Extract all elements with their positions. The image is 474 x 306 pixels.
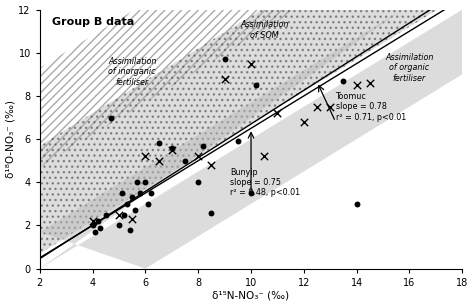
Point [118,191,126,196]
Point [300,119,308,124]
Point [247,191,255,196]
Point [142,180,149,185]
Point [273,111,281,116]
Point [168,147,175,152]
X-axis label: δ¹⁵N-NO₃⁻ (‰): δ¹⁵N-NO₃⁻ (‰) [212,290,290,300]
Point [260,154,268,159]
Point [128,217,136,222]
Point [102,212,109,217]
Point [131,208,138,213]
Point [194,154,202,159]
Text: Assimilation
of inorganic
fertiliser: Assimilation of inorganic fertiliser [108,57,156,87]
Point [115,212,123,217]
Point [247,61,255,66]
Text: Group B data: Group B data [53,17,135,27]
Point [208,210,215,215]
Point [147,191,155,196]
Point [91,230,99,234]
Point [200,143,207,148]
Text: Bunyip
slope = 0.75
r² = 0.48, p<0.01: Bunyip slope = 0.75 r² = 0.48, p<0.01 [230,168,300,197]
Point [221,76,228,81]
Text: Assimilation
of organic
fertiliser: Assimilation of organic fertiliser [385,53,434,83]
Point [128,195,136,200]
Point [126,227,133,232]
Point [142,154,149,159]
Text: Toomuc
slope = 0.78
r² = 0.71, p<0.01: Toomuc slope = 0.78 r² = 0.71, p<0.01 [336,92,406,122]
Point [221,57,228,62]
Point [123,201,131,206]
Point [253,83,260,88]
Point [94,219,101,224]
Y-axis label: δ¹⁸O-NO₃⁻ (‰): δ¹⁸O-NO₃⁻ (‰) [6,100,16,178]
Point [353,83,360,88]
Point [97,225,104,230]
Point [144,201,152,206]
Point [340,78,347,83]
Point [137,191,144,196]
Point [327,104,334,109]
Point [353,201,360,206]
Point [181,158,189,163]
Point [120,212,128,217]
Point [155,141,163,146]
Point [313,104,321,109]
Point [107,115,115,120]
Text: Assimilation
of SOM: Assimilation of SOM [240,21,289,40]
Point [89,219,96,224]
Point [234,139,242,144]
Point [89,223,96,228]
Polygon shape [40,9,438,254]
Point [366,80,374,85]
Point [155,158,163,163]
Point [134,180,141,185]
Point [208,162,215,167]
Polygon shape [40,9,462,269]
Point [115,223,123,228]
Point [194,180,202,185]
Point [168,145,175,150]
